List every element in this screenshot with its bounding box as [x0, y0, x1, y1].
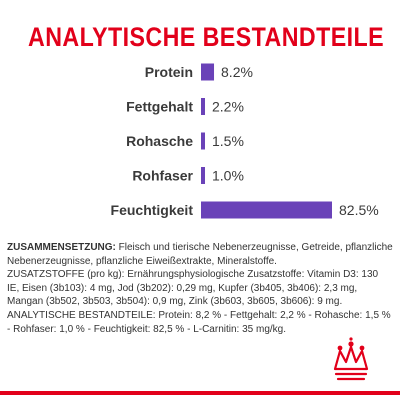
- additives-text: (pro kg): Ernährungsphysiologische Zusat…: [7, 269, 379, 308]
- value-label-protein: 8.2%: [221, 64, 253, 80]
- bar-rohfaser: [201, 167, 205, 184]
- bar-feuchtigkeit: [201, 201, 332, 219]
- category-label-protein: Protein: [145, 64, 193, 80]
- category-label-rohasche: Rohasche: [126, 133, 193, 149]
- bottom-accent-line: [0, 391, 400, 395]
- composition-paragraph: ZUSAMMENSETZUNG: Fleisch und tierische N…: [7, 241, 393, 268]
- page-title: ANALYTISCHE BESTANDTEILE: [28, 22, 385, 52]
- value-label-feuchtigkeit: 82.5%: [339, 202, 379, 218]
- additives-label: ZUSATZSTOFFE: [7, 269, 85, 281]
- composition-text: Fleisch und tierische Nebenerzeugnisse, …: [7, 242, 393, 267]
- bar-rohasche: [201, 132, 205, 150]
- analysis-paragraph: ANALYTISCHE BESTANDTEILE: Protein: 8,2 %…: [7, 309, 393, 336]
- value-label-rohasche: 1.5%: [212, 133, 244, 149]
- value-label-rohfaser: 1.0%: [212, 168, 244, 184]
- category-label-rohfaser: Rohfaser: [132, 168, 193, 184]
- category-label-fettgehalt: Fettgehalt: [126, 99, 193, 115]
- value-label-fettgehalt: 2.2%: [212, 99, 244, 115]
- bar-fettgehalt: [201, 98, 205, 115]
- nutrient-bar-chart: Protein 8.2% Fettgehalt 2.2% Rohasche 1.5% Roh…: [111, 63, 379, 219]
- bar-protein: [201, 63, 215, 81]
- category-label-feuchtigkeit: Feuchtigkeit: [111, 202, 194, 218]
- additives-paragraph: ZUSATZSTOFFE (pro kg): Ernährungsphysiol…: [7, 268, 393, 309]
- composition-label: ZUSAMMENSETZUNG:: [7, 242, 116, 253]
- ingredients-text: ZUSAMMENSETZUNG: Fleisch und tierische N…: [7, 241, 393, 336]
- crown-icon: [333, 337, 369, 381]
- analysis-label: ANALYTISCHE BESTANDTEILE:: [7, 309, 156, 321]
- analysis-text: Protein: 8,2 % - Fettgehalt: 2,2 % - Roh…: [7, 309, 391, 335]
